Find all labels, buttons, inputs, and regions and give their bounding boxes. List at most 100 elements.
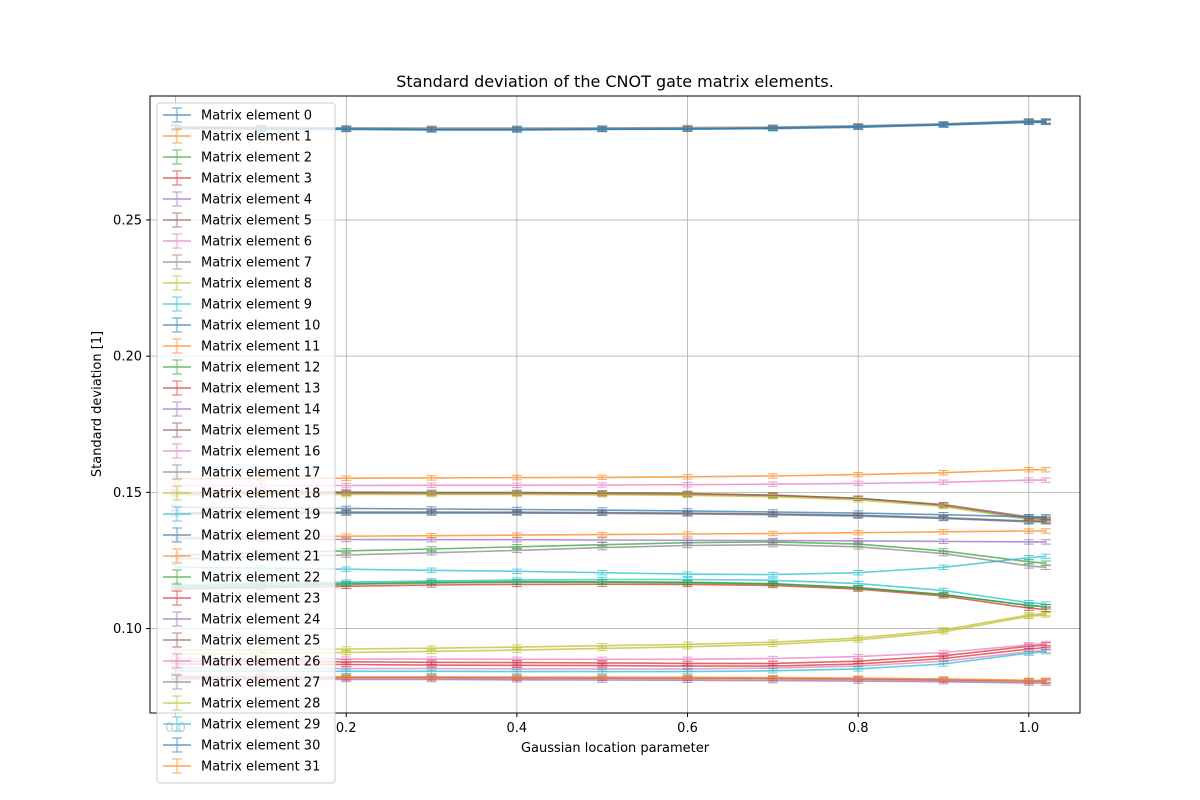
legend-item: Matrix element 20	[163, 527, 320, 544]
plot-frame	[149, 95, 1081, 714]
legend-item: Matrix element 19	[163, 506, 320, 523]
legend-item: Matrix element 4	[163, 191, 312, 208]
legend-swatch	[163, 443, 191, 459]
legend-label: Matrix element 29	[201, 718, 320, 733]
legend-item: Matrix element 3	[163, 170, 312, 187]
legend-item: Matrix element 22	[163, 569, 320, 586]
legend-item: Matrix element 28	[163, 695, 320, 712]
legend-box	[156, 102, 336, 784]
legend-label: Matrix element 10	[201, 319, 320, 334]
legend-item: Matrix element 23	[163, 590, 320, 607]
legend-item: Matrix element 13	[163, 380, 320, 397]
legend-item: Matrix element 12	[163, 359, 320, 376]
legend-swatch	[163, 338, 191, 354]
legend-swatch	[163, 275, 191, 291]
legend-swatch	[163, 233, 191, 249]
legend-item: Matrix element 26	[163, 653, 320, 670]
x-tick-label: 1.0	[1018, 721, 1039, 736]
legend-swatch	[163, 359, 191, 375]
legend-swatch	[163, 401, 191, 417]
legend-swatch	[163, 737, 191, 753]
legend-swatch	[163, 569, 191, 585]
legend-swatch	[163, 380, 191, 396]
y-axis: 0.10 0.15 0.20 0.25	[113, 213, 150, 637]
legend-label: Matrix element 2	[201, 151, 312, 166]
legend-item: Matrix element 31	[163, 758, 320, 775]
legend-label: Matrix element 14	[201, 403, 320, 418]
legend-label: Matrix element 19	[201, 508, 320, 523]
legend-label: Matrix element 3	[201, 172, 312, 187]
legend-swatch	[163, 611, 191, 627]
legend-item: Matrix element 10	[163, 317, 320, 334]
legend-item: Matrix element 11	[163, 338, 320, 355]
legend-label: Matrix element 26	[201, 655, 320, 670]
legend-swatch	[163, 716, 191, 732]
legend-label: Matrix element 4	[201, 193, 312, 208]
y-tick-label: 0.20	[113, 350, 142, 365]
legend-label: Matrix element 25	[201, 634, 320, 649]
legend-item: Matrix element 0	[163, 107, 312, 124]
legend-swatch	[163, 422, 191, 438]
legend-item: Matrix element 29	[163, 716, 320, 733]
x-tick-label: 0.8	[848, 721, 869, 736]
legend-item: Matrix element 17	[163, 464, 320, 481]
legend-item: Matrix element 30	[163, 737, 320, 754]
legend-item: Matrix element 14	[163, 401, 320, 418]
legend-item: Matrix element 15	[163, 422, 320, 439]
legend-item: Matrix element 27	[163, 674, 320, 691]
legend-label: Matrix element 27	[201, 676, 320, 691]
legend-item: Matrix element 24	[163, 611, 320, 628]
legend-item: Matrix element 25	[163, 632, 320, 649]
legend-label: Matrix element 23	[201, 592, 320, 607]
legend-label: Matrix element 21	[201, 550, 320, 565]
legend-label: Matrix element 16	[201, 445, 320, 460]
legend-label: Matrix element 30	[201, 739, 320, 754]
legend-label: Matrix element 7	[201, 256, 312, 271]
y-tick-label: 0.25	[113, 213, 142, 228]
x-tick-label: 0.4	[507, 721, 528, 736]
legend-label: Matrix element 0	[201, 109, 312, 124]
legend-swatch	[163, 485, 191, 501]
legend-label: Matrix element 20	[201, 529, 320, 544]
legend-label: Matrix element 31	[201, 760, 320, 775]
legend-swatch	[163, 590, 191, 606]
legend-label: Matrix element 17	[201, 466, 320, 481]
legend-item: Matrix element 21	[163, 548, 320, 565]
x-tick-label: 0.2	[336, 721, 357, 736]
legend-item: Matrix element 5	[163, 212, 312, 229]
legend-label: Matrix element 13	[201, 382, 320, 397]
legend-swatch	[163, 317, 191, 333]
legend-swatch	[163, 548, 191, 564]
legend-label: Matrix element 15	[201, 424, 320, 439]
y-tick-label: 0.10	[113, 622, 142, 637]
legend-swatch	[163, 758, 191, 774]
legend-item: Matrix element 16	[163, 443, 320, 460]
legend-item: Matrix element 1	[163, 128, 312, 145]
legend-label: Matrix element 6	[201, 235, 312, 250]
legend-item: Matrix element 8	[163, 275, 312, 292]
legend-swatch	[163, 506, 191, 522]
y-axis-label: Standard deviation [1]	[90, 331, 105, 477]
legend-label: Matrix element 8	[201, 277, 312, 292]
legend-swatch	[163, 191, 191, 207]
x-axis-label: Gaussian location parameter	[521, 741, 710, 756]
legend-label: Matrix element 1	[201, 130, 312, 145]
chart-title: Standard deviation of the CNOT gate matr…	[396, 72, 834, 91]
legend-swatch	[163, 464, 191, 480]
legend-label: Matrix element 11	[201, 340, 320, 355]
legend-item: Matrix element 9	[163, 296, 312, 313]
legend-label: Matrix element 18	[201, 487, 320, 502]
legend-swatch	[163, 170, 191, 186]
legend-label: Matrix element 12	[201, 361, 320, 376]
legend-swatch	[163, 128, 191, 144]
legend-swatch	[163, 212, 191, 228]
legend-swatch	[163, 254, 191, 270]
legend-label: Matrix element 9	[201, 298, 312, 313]
legend-label: Matrix element 22	[201, 571, 320, 586]
legend-swatch	[163, 695, 191, 711]
legend-swatch	[163, 296, 191, 312]
legend-label: Matrix element 28	[201, 697, 320, 712]
legend: Matrix element 0 Matrix element 1 Matrix e…	[156, 102, 336, 784]
legend-swatch	[163, 674, 191, 690]
